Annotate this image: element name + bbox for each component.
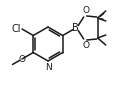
- Text: O: O: [18, 54, 26, 63]
- Text: B: B: [72, 23, 79, 33]
- Text: O: O: [82, 41, 89, 50]
- Text: Cl: Cl: [11, 23, 21, 33]
- Text: O: O: [82, 6, 89, 15]
- Text: N: N: [45, 63, 51, 72]
